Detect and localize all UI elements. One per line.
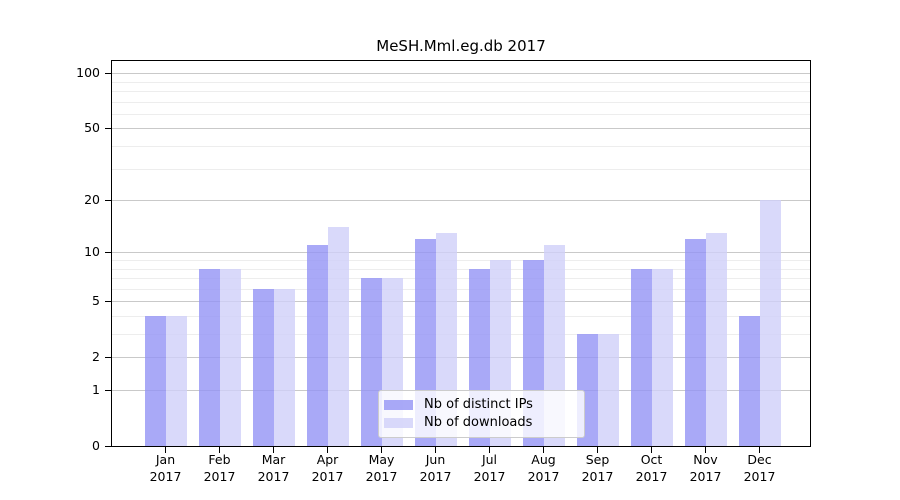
gridline-minor	[112, 268, 810, 270]
x-axis-tick-label: Dec 2017	[743, 452, 776, 484]
bar-oct-2017-downloads	[651, 268, 673, 446]
x-axis-tick-mark	[435, 447, 437, 453]
x-axis-tick-mark	[597, 447, 599, 453]
bar-apr-2017-distinct-ips	[306, 245, 328, 446]
x-axis-tick-mark	[543, 447, 545, 453]
gridline-major	[112, 200, 810, 202]
gridline-minor	[112, 113, 810, 115]
x-axis-tick-label: Apr 2017	[311, 452, 344, 484]
x-axis-tick-label: Aug 2017	[527, 452, 560, 484]
bar-nov-2017-distinct-ips	[684, 238, 706, 446]
bar-nov-2017-downloads	[705, 232, 727, 446]
y-axis-tick-mark	[105, 72, 111, 75]
gridline-minor	[112, 91, 810, 93]
y-axis-tick-mark	[105, 389, 111, 391]
gridline-major	[112, 357, 810, 359]
x-axis-tick-mark	[381, 447, 383, 453]
y-axis-tick-mark	[105, 199, 111, 201]
bar-feb-2017-distinct-ips	[198, 268, 220, 446]
chart-title: MeSH.Mml.eg.db 2017	[376, 37, 546, 55]
x-axis-tick-mark	[219, 447, 221, 453]
x-axis-tick-label: Mar 2017	[257, 452, 290, 484]
legend: Nb of distinct IPs Nb of downloads	[378, 390, 585, 438]
legend-swatch-distinct-ips	[384, 399, 413, 410]
y-axis-tick-mark	[105, 300, 111, 303]
x-axis-tick-label: Sep 2017	[581, 452, 614, 484]
x-axis-tick-mark	[759, 447, 761, 453]
legend-swatch-downloads	[384, 418, 413, 429]
y-axis-tick-mark	[105, 127, 111, 130]
x-axis-tick-mark	[651, 447, 653, 453]
y-axis-tick-label: 50	[84, 120, 100, 136]
bar-may-2017-distinct-ips	[360, 278, 382, 446]
bar-dec-2017-downloads	[759, 200, 781, 446]
y-axis-tick-label: 2	[92, 349, 100, 365]
x-axis-tick-mark	[165, 447, 167, 453]
x-axis-tick-label: Jan 2017	[149, 452, 182, 484]
bar-oct-2017-distinct-ips	[630, 268, 652, 446]
gridline-minor	[112, 288, 810, 290]
x-axis-tick-label: Oct 2017	[635, 452, 668, 484]
y-axis-tick-label: 0	[92, 438, 100, 453]
gridline-major	[112, 252, 810, 254]
legend-item-distinct-ips: Nb of distinct IPs	[384, 396, 576, 414]
y-axis-tick-label: 5	[92, 293, 100, 309]
bar-dec-2017-distinct-ips	[738, 316, 760, 446]
x-axis-tick-mark	[489, 447, 491, 453]
gridline-minor	[112, 101, 810, 103]
gridline-minor	[112, 260, 810, 261]
y-axis-tick-mark	[105, 356, 111, 359]
x-axis-tick-label: Nov 2017	[689, 452, 722, 484]
bar-mar-2017-distinct-ips	[252, 288, 274, 446]
gridline-major	[112, 128, 810, 130]
x-axis-tick-label: Jul 2017	[473, 452, 506, 484]
legend-item-downloads: Nb of downloads	[384, 414, 576, 432]
gridline-minor	[112, 334, 810, 336]
bar-jan-2017-downloads	[165, 316, 187, 446]
legend-label-downloads: Nb of downloads	[424, 415, 533, 431]
bar-mar-2017-downloads	[273, 288, 295, 446]
x-axis-tick-label: Jun 2017	[419, 452, 452, 484]
x-axis-tick-mark	[327, 447, 329, 453]
y-axis-tick-mark	[105, 445, 111, 447]
x-axis-tick-label: May 2017	[365, 452, 398, 484]
x-axis-tick-label: Feb 2017	[203, 452, 236, 484]
legend-label-distinct-ips: Nb of distinct IPs	[424, 396, 533, 412]
y-axis-tick-label: 10	[84, 244, 100, 260]
y-axis-tick-label: 1	[92, 382, 100, 397]
gridline-minor	[112, 168, 810, 170]
y-axis-tick-label: 100	[76, 65, 100, 81]
bar-feb-2017-downloads	[219, 268, 241, 446]
gridline-major	[112, 301, 810, 303]
gridline-minor	[112, 81, 810, 83]
plot-area: Nb of distinct IPs Nb of downloads	[111, 60, 811, 447]
y-axis-tick-mark	[105, 251, 111, 254]
x-axis-tick-mark	[273, 447, 275, 453]
y-axis-tick-label: 20	[84, 192, 100, 208]
gridline-minor	[112, 316, 810, 317]
bar-jan-2017-distinct-ips	[144, 316, 166, 446]
gridline-minor	[112, 146, 810, 148]
bar-apr-2017-downloads	[327, 227, 349, 446]
gridline-major	[112, 73, 810, 75]
x-axis-tick-mark	[705, 447, 707, 453]
bar-sep-2017-downloads	[597, 334, 619, 446]
bars-layer	[112, 61, 810, 446]
gridline-minor	[112, 278, 810, 280]
